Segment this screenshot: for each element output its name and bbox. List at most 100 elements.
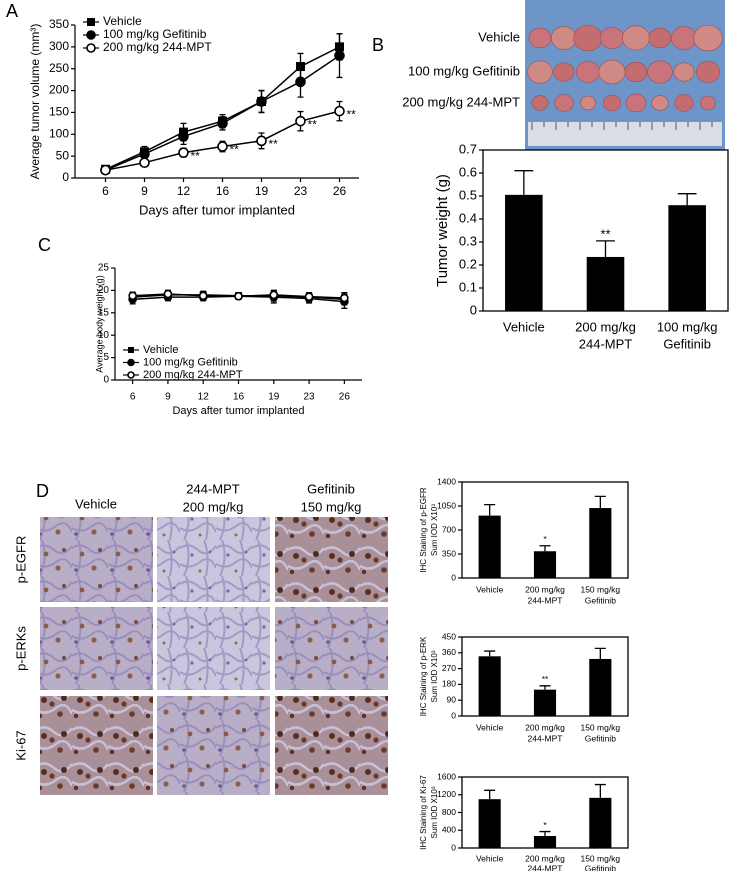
y-tick-label: 0.2 <box>459 256 477 271</box>
x-tick-label: 12 <box>198 392 210 403</box>
legend-label: 200 mg/kg 244-MPT <box>143 369 243 381</box>
significance-label: ** <box>230 143 240 157</box>
tumor <box>625 93 647 113</box>
bar <box>589 508 612 578</box>
tumor <box>695 61 720 83</box>
tumor <box>573 24 603 52</box>
y-tick-label: 0.5 <box>459 187 477 202</box>
x-tick-label: 200 mg/kg <box>525 853 565 863</box>
x-tick-label: Vehicle <box>503 319 545 334</box>
significance-label: ** <box>600 226 610 241</box>
panel-letter: D <box>36 481 49 501</box>
significance-label: * <box>543 534 547 544</box>
legend-label: 200 mg/kg 244-MPT <box>103 40 212 54</box>
marker <box>163 289 173 299</box>
tumor <box>673 62 695 82</box>
error-bar <box>594 495 606 509</box>
y-tick-label: 360 <box>442 647 456 657</box>
y-tick-label: 200 <box>49 83 69 97</box>
ihc-image <box>157 517 270 602</box>
marker <box>100 164 111 176</box>
legend-label: 100 mg/kg Gefitinib <box>103 27 207 41</box>
bar <box>533 836 557 848</box>
tumor <box>647 60 673 84</box>
marker <box>178 131 189 142</box>
x-tick-label: 150 mg/kg <box>580 584 620 594</box>
y-axis-label: Sum IOD X10³ <box>430 786 439 838</box>
marker <box>334 50 345 61</box>
x-tick-label: 6 <box>102 184 109 198</box>
x-tick-label: 9 <box>141 184 148 198</box>
y-axis-label: IHC Staining of p-EGFR <box>419 487 428 573</box>
tumor <box>580 95 596 111</box>
tumor <box>599 27 625 49</box>
x-tick-label: 23 <box>294 184 308 198</box>
marker <box>217 141 228 152</box>
bar <box>589 797 612 848</box>
x-axis-label: Days after tumor implanted <box>139 202 295 217</box>
y-tick-label: 0.1 <box>459 279 477 294</box>
bar <box>668 205 706 311</box>
marker <box>334 105 345 117</box>
y-tick-label: 180 <box>442 679 456 689</box>
y-tick-label: 10 <box>98 330 110 341</box>
bar <box>589 658 612 716</box>
row-label: Ki-67 <box>13 730 28 760</box>
tumor <box>528 27 552 49</box>
plot-frame <box>461 636 629 717</box>
plot-frame <box>482 149 729 312</box>
y-tick-label: 0.3 <box>459 233 477 248</box>
x-tick-label: Gefitinib <box>585 595 616 605</box>
y-tick-label: 0 <box>103 375 109 386</box>
x-tick-label: 244-MPT <box>528 863 563 871</box>
y-tick-label: 700 <box>442 524 456 534</box>
tumor <box>553 62 575 82</box>
y-tick-label: 0.4 <box>459 210 477 225</box>
tumor <box>531 95 549 111</box>
marker <box>295 115 306 127</box>
x-tick-label: 26 <box>339 392 351 403</box>
ihc-image <box>275 517 388 602</box>
y-axis-label: Tumor weight (g) <box>434 174 451 287</box>
tumor <box>575 61 600 83</box>
y-tick-label: 1050 <box>437 500 456 510</box>
ihc-image <box>40 696 153 795</box>
legend-marker <box>86 30 96 40</box>
photo-row-label: 200 mg/kg 244-MPT <box>402 94 520 109</box>
error-bar <box>594 783 606 798</box>
y-axis-label: IHC Staining of Ki-67 <box>419 775 428 850</box>
bar <box>478 799 501 848</box>
marker <box>269 290 279 300</box>
significance-label: ** <box>347 107 357 121</box>
y-tick-label: 250 <box>49 61 69 75</box>
error-bar <box>677 193 697 206</box>
marker <box>340 293 349 303</box>
y-axis-label: Sum IOD X10³ <box>430 504 439 556</box>
photo-row-label: 100 mg/kg Gefitinib <box>408 63 520 78</box>
y-tick-label: 150 <box>49 105 69 119</box>
ruler-ticks <box>531 122 713 130</box>
y-tick-label: 450 <box>442 631 456 641</box>
bar <box>533 551 557 578</box>
x-tick-label: 19 <box>268 392 280 403</box>
significance-label: ** <box>308 117 318 131</box>
row-label: p-EGFR <box>13 536 28 584</box>
marker <box>295 76 306 88</box>
panel-letter: C <box>38 235 51 255</box>
column-header: Vehicle <box>75 496 117 511</box>
ihc-image <box>275 607 388 690</box>
y-axis-label: Average tumor volume (mm³) <box>28 24 42 180</box>
significance-label: ** <box>269 137 279 151</box>
legend-label: 100 mg/kg Gefitinib <box>143 356 238 368</box>
tumor <box>598 59 626 85</box>
x-tick-label: 16 <box>216 184 230 198</box>
legend-marker <box>86 43 96 53</box>
column-header: 244-MPT <box>186 481 240 496</box>
y-tick-label: 0.7 <box>459 141 477 156</box>
tumor <box>527 60 553 84</box>
bar <box>533 689 557 716</box>
bar <box>478 656 501 716</box>
tumor <box>671 26 697 50</box>
x-tick-label: 19 <box>255 184 269 198</box>
column-header: 200 mg/kg <box>183 499 244 514</box>
